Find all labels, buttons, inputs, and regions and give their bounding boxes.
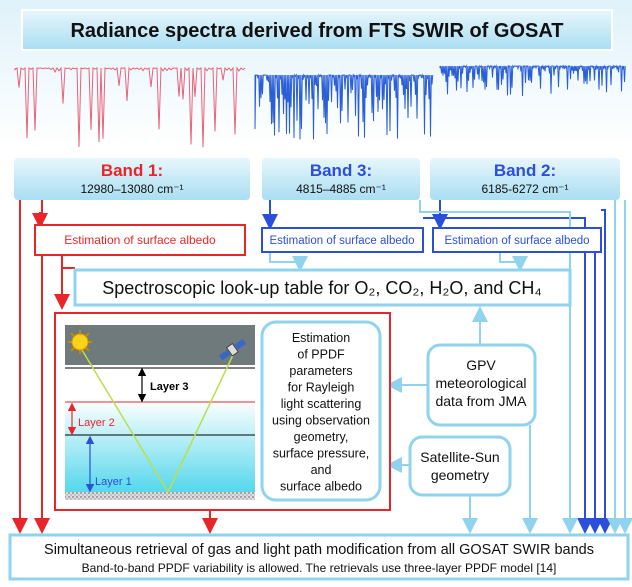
- band-box: [14, 158, 250, 200]
- arrows: [12, 200, 632, 534]
- title-box: [21, 9, 613, 51]
- retrieval-note: Band-to-band PPDF variability is allowed…: [82, 561, 557, 575]
- text-line: light scattering: [281, 397, 362, 411]
- band-range: 6185-6272 cm⁻¹: [481, 182, 568, 196]
- text-line: and: [311, 463, 332, 477]
- albedo-box: [432, 227, 602, 253]
- albedo-box: [261, 227, 424, 253]
- text-line: geometry,: [294, 430, 349, 444]
- gpv-box: [426, 343, 537, 427]
- text-line: surface pressure,: [273, 447, 370, 461]
- band-box: [430, 158, 620, 200]
- layer-label: Layer 3: [150, 381, 189, 393]
- spectrum: [439, 64, 626, 96]
- albedo-text: Estimation of surface albedo: [269, 235, 414, 247]
- text-line: for Rayleigh: [288, 381, 355, 395]
- spectrum: [254, 73, 434, 140]
- text-line: parameters: [289, 364, 352, 378]
- gpv-text: GPV meteorological data from JMA: [435, 357, 527, 409]
- band-label: Band 2:: [494, 161, 556, 180]
- text-line: Estimation: [292, 331, 350, 345]
- ppdf-box: [260, 320, 382, 502]
- ppdf-text: Estimation of PPDF parameters for Rayleigh l…: [272, 331, 370, 494]
- layer-label: Layer 2: [78, 417, 115, 429]
- text-line: of PPDF: [297, 348, 345, 362]
- band-tabs: Band 1: 12980–13080 cm⁻¹ Band 3: 4815–48…: [14, 158, 620, 200]
- band-label: Band 3:: [310, 161, 372, 180]
- lookup-box: [73, 268, 572, 307]
- band-range: 4815–4885 cm⁻¹: [296, 182, 386, 196]
- retrieval-box: [8, 533, 630, 581]
- spectra: [14, 64, 626, 148]
- lookup-text: Spectroscopic look-up table for O₂, CO₂,…: [102, 278, 541, 298]
- geometry-text: Satellite-Sun geometry: [420, 449, 499, 483]
- retrieval-title: Simultaneous retrieval of gas and light …: [44, 542, 594, 558]
- illustration: [65, 325, 255, 500]
- text-line: surface albedo: [280, 480, 362, 494]
- spectrum: [14, 66, 246, 148]
- band-range: 12980–13080 cm⁻¹: [80, 182, 183, 196]
- albedo-text: Estimation of surface albedo: [444, 235, 589, 247]
- text-line: Satellite-Sun: [420, 449, 499, 465]
- albedo-text: Estimation of surface albedo: [64, 233, 216, 247]
- text-line: meteorological: [435, 375, 526, 391]
- title: Radiance spectra derived from FTS SWIR o…: [70, 20, 563, 42]
- layer-label: Layer 1: [95, 476, 132, 488]
- text-line: geometry: [431, 467, 489, 483]
- geometry-box: [408, 435, 512, 497]
- band-box: [262, 158, 420, 200]
- band-label: Band 1:: [101, 161, 163, 180]
- text-line: GPV: [466, 357, 496, 373]
- text-line: using observation: [272, 414, 370, 428]
- albedo-box: [34, 224, 246, 256]
- text-line: data from JMA: [435, 393, 527, 409]
